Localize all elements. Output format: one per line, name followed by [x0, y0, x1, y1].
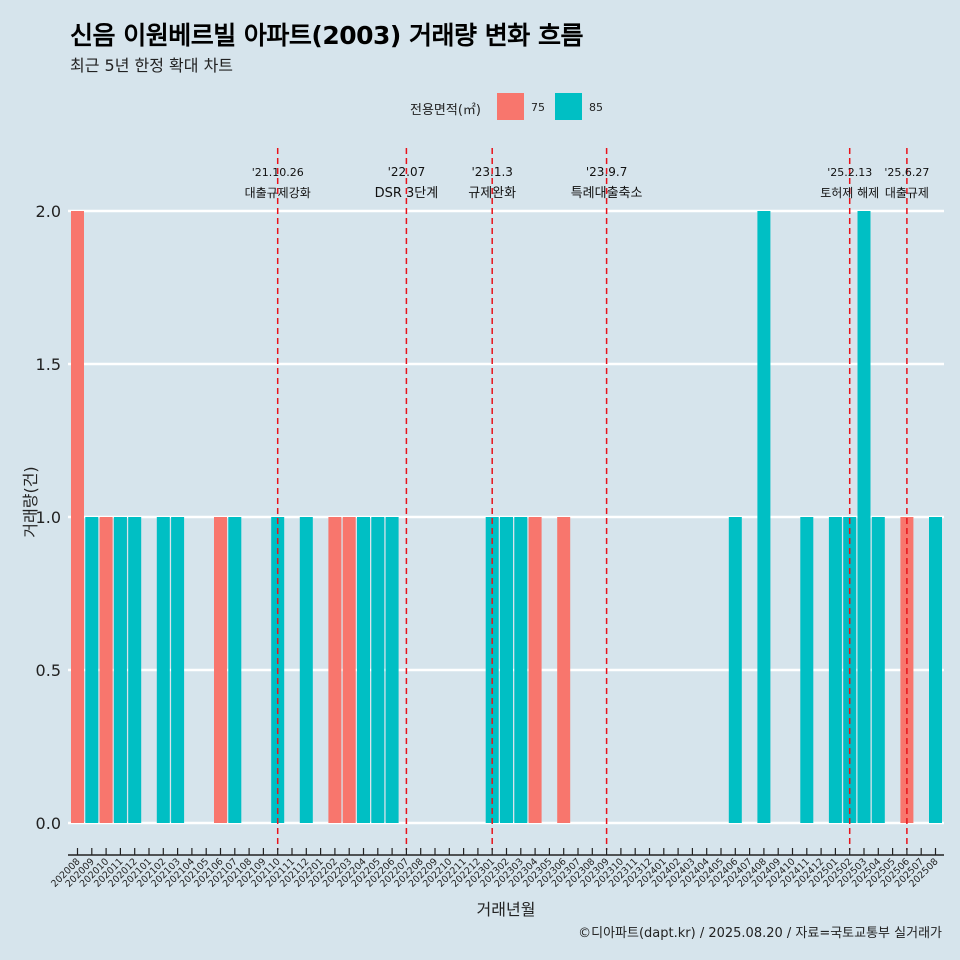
- bar-85-202504: [871, 517, 885, 823]
- event-text-label: 대출규제: [885, 186, 929, 200]
- legend-title: 전용면적(㎡): [410, 103, 481, 118]
- y-axis-title: 거래량(건): [21, 466, 40, 537]
- event-text-label: 토허제 해제: [820, 186, 879, 200]
- x-axis-title: 거래년월: [477, 900, 536, 919]
- legend-key-75: [497, 93, 524, 120]
- bar-85-202112: [299, 517, 313, 823]
- bar-85-202011: [113, 517, 127, 823]
- bar-75-202008: [71, 211, 84, 823]
- bar-85-202009: [85, 517, 99, 823]
- event-text-label: 규제완화: [468, 186, 516, 201]
- event-text-label: 특례대출축소: [571, 186, 643, 201]
- bar-85-202503: [857, 211, 871, 823]
- legend-key-85: [555, 93, 582, 120]
- bar-85-202501: [828, 517, 842, 823]
- event-date-label: '25.2.13: [827, 166, 872, 179]
- bar-85-202302: [500, 517, 513, 823]
- bar-85-202205: [371, 517, 385, 823]
- event-text-label: 대출규제강화: [245, 186, 311, 200]
- source-caption: ©디아파트(dapt.kr) / 2025.08.20 / 자료=국토교통부 실…: [578, 926, 942, 941]
- y-tick-label: 0.5: [36, 661, 61, 680]
- y-tick-label: 1.0: [36, 508, 61, 527]
- bar-75-202306: [557, 517, 571, 823]
- chart-title: 신음 이원베르빌 아파트(2003) 거래량 변화 흐름: [70, 21, 583, 50]
- bar-85-202103: [171, 517, 185, 823]
- bar-85-202204: [357, 517, 370, 823]
- bar-85-202303: [514, 517, 528, 823]
- bar-75-202203: [342, 517, 356, 823]
- bar-75-202304: [528, 517, 542, 823]
- event-text-label: DSR 3단계: [375, 186, 439, 201]
- event-date-label: '22.07: [388, 165, 426, 179]
- bar-75-202106: [214, 517, 227, 823]
- event-date-label: '23.9.7: [586, 165, 627, 179]
- bar-85-202012: [128, 517, 142, 823]
- bar-85-202411: [800, 517, 814, 823]
- y-tick-label: 1.5: [36, 355, 61, 374]
- y-tick-label: 0.0: [36, 814, 61, 833]
- y-tick-label: 2.0: [36, 202, 61, 221]
- bar-85-202406: [728, 517, 742, 823]
- bar-85-202102: [156, 517, 170, 823]
- bar-85-202508: [929, 517, 942, 823]
- chart-subtitle: 최근 5년 한정 확대 차트: [70, 56, 234, 75]
- legend-label-75: 75: [531, 101, 545, 114]
- event-date-label: '25.6.27: [884, 166, 929, 179]
- bar-75-202010: [99, 517, 113, 823]
- bar-85-202408: [757, 211, 771, 823]
- event-date-label: '21.10.26: [252, 166, 304, 179]
- event-date-label: '23.1.3: [471, 165, 512, 179]
- bar-85-202206: [385, 517, 399, 823]
- legend-label-85: 85: [589, 101, 603, 114]
- bar-75-202202: [328, 517, 342, 823]
- legend: 전용면적(㎡) 75 85: [0, 93, 960, 121]
- bar-85-202107: [228, 517, 242, 823]
